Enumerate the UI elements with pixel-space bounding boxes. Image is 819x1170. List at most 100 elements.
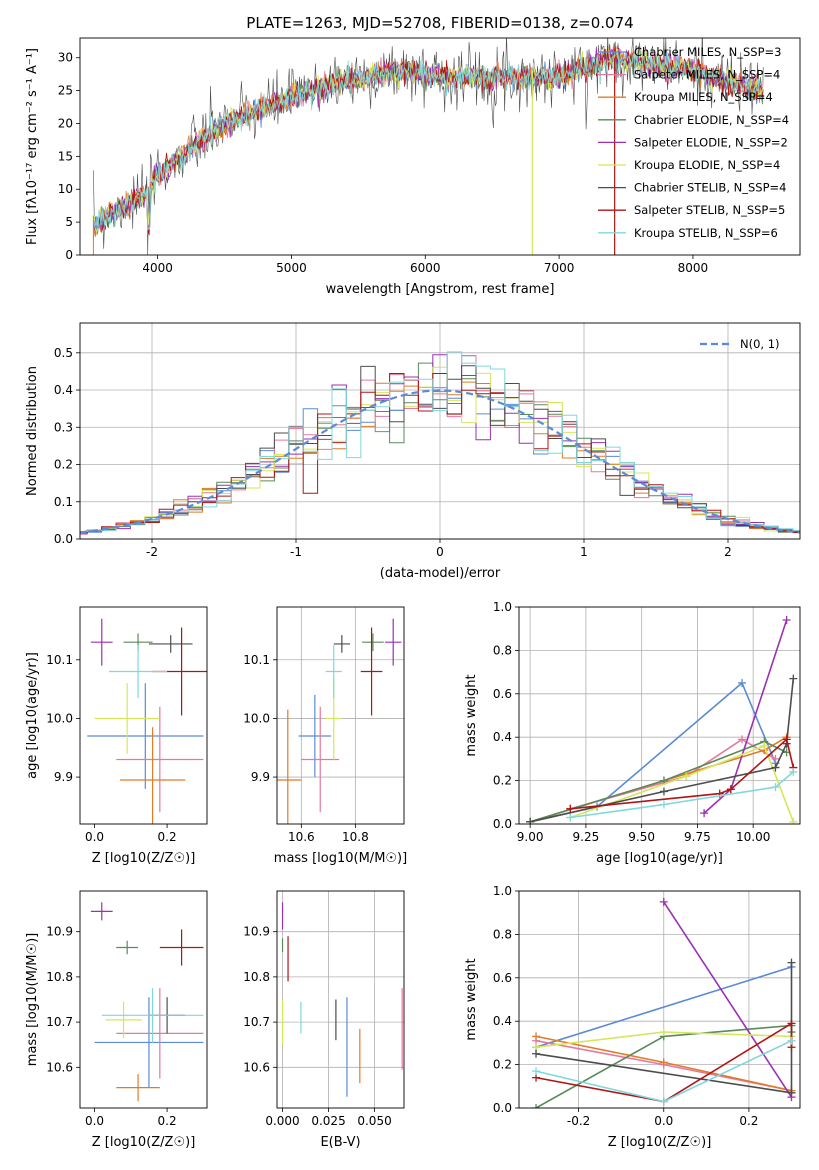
histogram-series [80,354,800,533]
weight-marker [789,674,798,683]
y-tick-label: 10.8 [46,970,73,984]
weight-marker [738,678,747,687]
x-axis-label: age [log10(age/yr)] [596,851,723,866]
weight-line [703,619,788,814]
y-tick-label: 0.5 [54,346,73,360]
weight-marker [566,804,575,813]
weight-line [570,738,776,810]
y-axis-label: mass [log10(M/M☉)] [25,933,40,1066]
legend-label: Chabrier ELODIE, N_SSP=4 [634,113,789,127]
legend-label: Salpeter ELODIE, N_SSP=2 [634,135,788,149]
weight-marker [526,817,535,824]
y-axis-label: mass weight [464,958,479,1040]
y-tick-label: 0.8 [493,643,512,657]
y-tick-label: 0.0 [54,532,73,546]
weight-marker [532,1104,541,1108]
x-tick-label: 0.2 [739,1114,758,1128]
x-axis-label: Z [log10(Z/Z☉)] [92,851,196,866]
legend-label: Salpeter STELIB, N_SSP=5 [634,203,785,217]
x-tick-label: 0.0 [85,830,104,844]
spectrum-line [93,49,764,232]
weight-marker [771,763,780,772]
x-tick-label: 10.8 [342,830,369,844]
x-tick-label: 7000 [544,261,575,275]
axes-frame [518,606,801,825]
legend-label: Kroupa STELIB, N_SSP=6 [634,226,778,240]
legend-label: Chabrier STELIB, N_SSP=4 [634,181,786,195]
weight-marker [787,1019,796,1028]
x-tick-label: -0.2 [567,1114,590,1128]
weight-marker [787,1036,796,1045]
histogram-plot [80,351,800,535]
y-tick-label: 0.6 [493,971,512,985]
y-tick-label: 0.6 [493,687,512,701]
weights-plot [526,616,798,824]
histogram-series [80,362,800,534]
figure-title: PLATE=1263, MJD=52708, FIBERID=0138, z=0… [246,14,633,32]
y-axis-label: age [log10(age/yr)] [25,652,40,779]
y-tick-label: 10.9 [46,925,73,939]
weight-marker [787,1088,796,1097]
x-tick-label: 6000 [410,261,441,275]
y-tick-label: 10 [58,182,73,196]
histogram-series [80,366,800,533]
x-axis-label: Z [log10(Z/Z☉)] [608,1135,712,1150]
weights-plot [532,897,796,1108]
y-tick-label: 0.2 [493,774,512,788]
x-tick-label: 4000 [142,261,173,275]
errorbar-plot [87,618,207,824]
weight-line [535,966,792,1048]
axes-frame [518,890,801,1109]
x-tick-label: 0.0 [654,1114,673,1128]
normal-curve [80,389,800,534]
y-tick-label: 20 [58,116,73,130]
axes-frame [79,890,208,1109]
y-tick-label: 10.7 [46,1015,73,1029]
x-tick-label: 9.25 [573,830,600,844]
x-axis-label: (data-model)/error [380,566,501,581]
weight-marker [682,772,691,781]
x-tick-label: 0.0 [85,1114,104,1128]
y-tick-label: 0.0 [493,817,512,831]
errorbar-plot [277,618,402,824]
y-tick-label: 9.9 [54,770,73,784]
errorbar-plot [281,902,403,1097]
y-axis-label: mass weight [464,674,479,756]
x-tick-label: 0 [436,545,444,559]
weight-marker [659,897,668,906]
weight-marker [738,735,747,744]
legend-label: Kroupa MILES, N_SSP=4 [634,90,773,104]
x-axis-label: Z [log10(Z/Z☉)] [92,1135,196,1150]
x-tick-label: 5000 [276,261,307,275]
x-tick-label: 0.2 [158,1114,177,1128]
weight-marker [782,735,791,744]
axes-frame [79,606,208,825]
weight-line [535,1021,793,1103]
x-tick-label: 10.00 [736,830,770,844]
axes-frame [276,890,405,1109]
y-tick-label: 0.0 [493,1101,512,1115]
x-tick-label: -1 [290,545,302,559]
weight-marker [787,958,796,967]
x-tick-label: 0.025 [311,1114,345,1128]
y-tick-label: 5 [65,215,73,229]
x-tick-label: 2 [724,545,732,559]
weight-marker [532,1032,541,1041]
axes-frame [79,37,801,256]
weight-marker [659,800,668,809]
y-tick-label: 0.4 [54,383,73,397]
y-tick-label: 0.4 [493,1014,512,1028]
y-tick-label: 0.1 [54,495,73,509]
x-tick-label: 9.50 [628,830,655,844]
weight-line [663,901,793,1098]
legend-label: Kroupa ELODIE, N_SSP=4 [634,158,780,172]
y-tick-label: 0.8 [493,927,512,941]
x-tick-label: 0.000 [265,1114,299,1128]
x-tick-label: 1 [580,545,588,559]
spectrum-plot [92,38,764,255]
errorbar-plot [90,902,204,1102]
weight-marker [566,813,575,822]
weight-marker [789,817,798,824]
y-tick-label: 10.8 [243,970,270,984]
y-tick-label: 15 [58,149,73,163]
